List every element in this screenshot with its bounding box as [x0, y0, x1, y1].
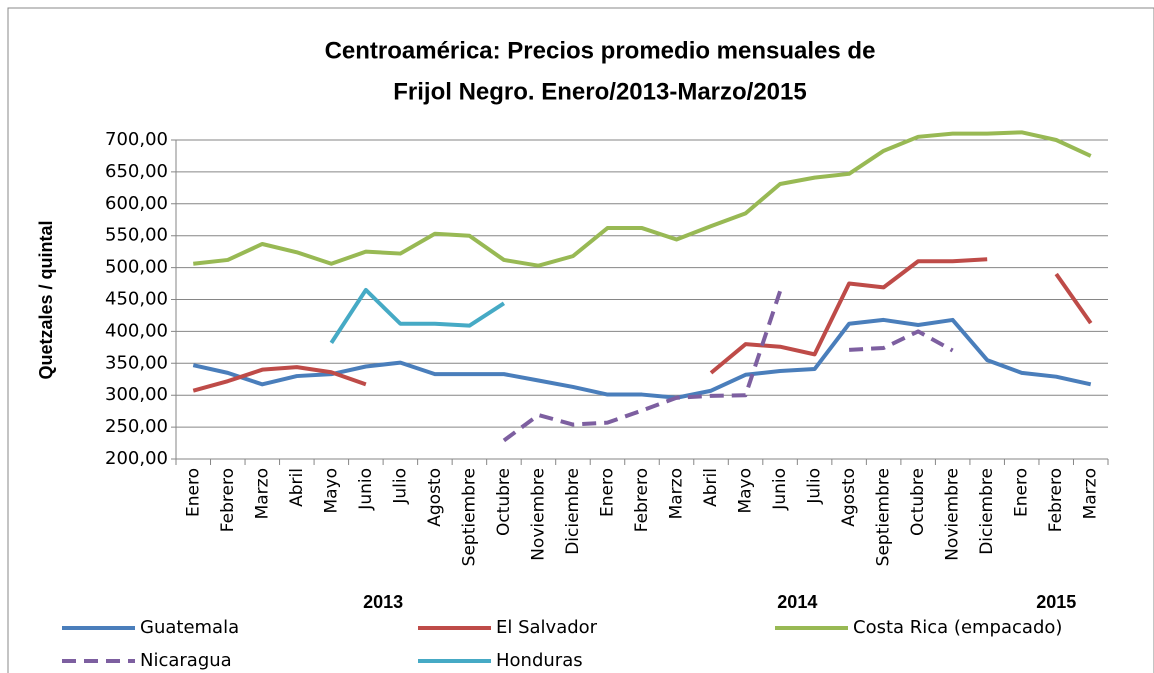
y-tick-label: 700,00	[105, 129, 168, 150]
series-line	[329, 287, 506, 344]
y-tick-label: 200,00	[105, 448, 168, 469]
series-line	[192, 317, 1092, 400]
y-tick-label: 350,00	[105, 352, 168, 373]
x-tick-label: Febrero	[218, 468, 238, 532]
x-tick-label: Agosto	[839, 468, 859, 527]
x-tick-label: Agosto	[425, 468, 445, 527]
y-tick-label: 400,00	[105, 320, 168, 341]
y-tick-label: 300,00	[105, 384, 168, 405]
x-tick-label: Julio	[805, 468, 825, 505]
y-tick-label: 250,00	[105, 416, 168, 437]
x-tick-label: Noviembre	[528, 468, 548, 561]
y-tick-label: 600,00	[105, 193, 168, 214]
series-line	[849, 329, 954, 353]
legend-label: Honduras	[496, 650, 583, 671]
x-tick-label: Diciembre	[977, 468, 997, 555]
x-group-label: 2013	[363, 592, 403, 612]
x-tick-label: Marzo	[1081, 468, 1101, 519]
x-tick-label: Septiembre	[459, 468, 479, 566]
x-tick-label: Octubre	[494, 468, 514, 536]
x-tick-label: Enero	[597, 468, 617, 517]
x-tick-label: Marzo	[667, 468, 687, 519]
x-tick-label: Junio	[356, 468, 376, 511]
x-tick-label: Noviembre	[943, 468, 963, 561]
y-tick-label: 550,00	[105, 225, 168, 246]
x-tick-label: Julio	[390, 468, 410, 505]
chart-frame	[7, 7, 1154, 673]
x-tick-label: Octubre	[908, 468, 928, 536]
y-tick-label: 450,00	[105, 289, 168, 310]
series-line	[193, 130, 1092, 268]
series-line	[709, 257, 988, 375]
x-tick-label: Junio	[770, 468, 790, 511]
series-line	[502, 290, 782, 443]
y-axis-title: Quetzales / quintal	[36, 220, 56, 379]
y-tick-label: 500,00	[105, 257, 168, 278]
legend-label: Costa Rica (empacado)	[853, 617, 1062, 638]
x-tick-label: Mayo	[321, 468, 341, 514]
x-group-label: 2015	[1036, 592, 1076, 612]
legend-label: Nicaragua	[140, 650, 232, 671]
x-tick-label: Abril	[701, 468, 721, 507]
series-line	[192, 365, 367, 393]
y-tick-label: 650,00	[105, 161, 168, 182]
legend-label: El Salvador	[496, 617, 598, 638]
x-tick-label: Diciembre	[563, 468, 583, 555]
chart-title: Frijol Negro. Enero/2013-Marzo/2015	[393, 78, 806, 105]
x-tick-label: Marzo	[252, 468, 272, 519]
x-tick-label: Febrero	[1046, 468, 1066, 532]
x-tick-label: Abril	[287, 468, 307, 507]
x-group-label: 2014	[777, 592, 817, 612]
x-tick-label: Septiembre	[874, 468, 894, 566]
x-tick-label: Mayo	[736, 468, 756, 514]
series-line	[1054, 272, 1093, 325]
x-tick-label: Enero	[1012, 468, 1032, 517]
x-tick-label: Febrero	[632, 468, 652, 532]
chart-title: Centroamérica: Precios promedio mensuale…	[325, 37, 876, 64]
x-tick-label: Enero	[183, 468, 203, 517]
legend-label: Guatemala	[140, 617, 239, 638]
